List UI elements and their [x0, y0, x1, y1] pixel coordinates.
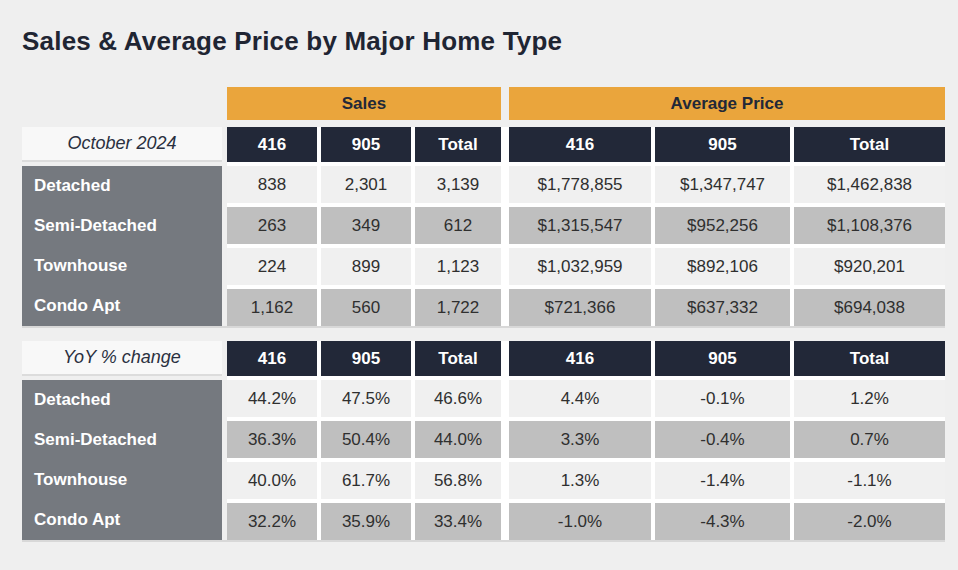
spacer [501, 87, 509, 120]
sales-cell: 47.5% [321, 380, 411, 417]
avg-price-cell: $920,201 [794, 248, 945, 285]
avg-price-cell: 1.2% [794, 380, 945, 417]
column-header-total: Total [794, 341, 945, 376]
avg-price-cell: -0.4% [655, 421, 790, 458]
avg-price-cell: $1,778,855 [505, 166, 651, 203]
avg-price-cell: -1.4% [655, 462, 790, 499]
sales-cell: 1,123 [415, 248, 501, 285]
column-header-416: 416 [227, 127, 317, 162]
column-header-905: 905 [321, 341, 411, 376]
sales-cell: 2,301 [321, 166, 411, 203]
report-page: Sales & Average Price by Major Home Type… [0, 26, 958, 570]
avg-price-cell: $1,032,959 [505, 248, 651, 285]
sales-cell: 36.3% [227, 421, 317, 458]
row-label-semi-detached: Semi-Detached [22, 420, 222, 460]
column-header-total: Total [415, 341, 501, 376]
sales-cell: 838 [227, 166, 317, 203]
avg-price-cell: $892,106 [655, 248, 790, 285]
sales-cell: 61.7% [321, 462, 411, 499]
row-label-detached: Detached [22, 166, 222, 206]
column-header-total: Total [794, 127, 945, 162]
sales-cell: 612 [415, 207, 501, 244]
sales-price-table: Sales Average Price October 2024 Detache… [22, 87, 945, 542]
avg-price-cell: -2.0% [794, 503, 945, 540]
group-header-sales: Sales [227, 87, 501, 120]
avg-price-cell: $1,462,838 [794, 166, 945, 203]
row-label-condo-apt: Condo Apt [22, 500, 222, 540]
avg-price-cell: $1,347,747 [655, 166, 790, 203]
avg-price-cell: $637,332 [655, 289, 790, 326]
avg-price-cell: $1,315,547 [505, 207, 651, 244]
avg-price-cell: -1.0% [505, 503, 651, 540]
row-label-townhouse: Townhouse [22, 460, 222, 500]
sales-cell: 40.0% [227, 462, 317, 499]
avg-price-cell: $1,108,376 [794, 207, 945, 244]
section-label: YoY % change [22, 341, 222, 376]
sales-cell: 33.4% [415, 503, 501, 540]
column-header-416: 416 [505, 341, 651, 376]
avg-price-cell: $721,366 [505, 289, 651, 326]
sales-cell: 46.6% [415, 380, 501, 417]
column-header-total: Total [415, 127, 501, 162]
sales-cell: 1,722 [415, 289, 501, 326]
sales-cell: 44.0% [415, 421, 501, 458]
sales-cell: 50.4% [321, 421, 411, 458]
sales-cell: 3,139 [415, 166, 501, 203]
row-label-detached: Detached [22, 380, 222, 420]
column-header-416: 416 [505, 127, 651, 162]
sales-cell: 1,162 [227, 289, 317, 326]
sales-cell: 263 [227, 207, 317, 244]
avg-price-cell: $694,038 [794, 289, 945, 326]
sales-cell: 44.2% [227, 380, 317, 417]
avg-price-cell: 3.3% [505, 421, 651, 458]
spacer [22, 87, 227, 120]
sales-cell: 560 [321, 289, 411, 326]
avg-price-cell: 0.7% [794, 421, 945, 458]
sales-cell: 56.8% [415, 462, 501, 499]
section-label: October 2024 [22, 127, 222, 162]
section-october-2024: October 2024 Detached Semi-Detached Town… [22, 127, 945, 328]
column-header-905: 905 [655, 341, 790, 376]
row-label-semi-detached: Semi-Detached [22, 206, 222, 246]
avg-price-cell: -1.1% [794, 462, 945, 499]
avg-price-cell: 4.4% [505, 380, 651, 417]
column-header-905: 905 [321, 127, 411, 162]
section-yoy-change: YoY % change Detached Semi-Detached Town… [22, 341, 945, 542]
label-pane: YoY % change Detached Semi-Detached Town… [22, 341, 222, 540]
row-label-block: Detached Semi-Detached Townhouse Condo A… [22, 166, 222, 326]
group-header-average-price: Average Price [509, 87, 945, 120]
avg-price-cell: -4.3% [655, 503, 790, 540]
group-header-row: Sales Average Price [22, 87, 945, 120]
avg-price-cell: 1.3% [505, 462, 651, 499]
data-grid: 416 905 Total 416 905 Total 44.2% 47.5% … [227, 341, 945, 540]
avg-price-cell: -0.1% [655, 380, 790, 417]
row-label-townhouse: Townhouse [22, 246, 222, 286]
row-label-condo-apt: Condo Apt [22, 286, 222, 326]
data-grid: 416 905 Total 416 905 Total 838 2,301 3,… [227, 127, 945, 326]
sales-cell: 35.9% [321, 503, 411, 540]
page-title: Sales & Average Price by Major Home Type [22, 26, 958, 57]
column-header-905: 905 [655, 127, 790, 162]
avg-price-cell: $952,256 [655, 207, 790, 244]
column-header-416: 416 [227, 341, 317, 376]
sales-cell: 349 [321, 207, 411, 244]
row-label-block: Detached Semi-Detached Townhouse Condo A… [22, 380, 222, 540]
sales-cell: 899 [321, 248, 411, 285]
sales-cell: 224 [227, 248, 317, 285]
label-pane: October 2024 Detached Semi-Detached Town… [22, 127, 222, 326]
sales-cell: 32.2% [227, 503, 317, 540]
